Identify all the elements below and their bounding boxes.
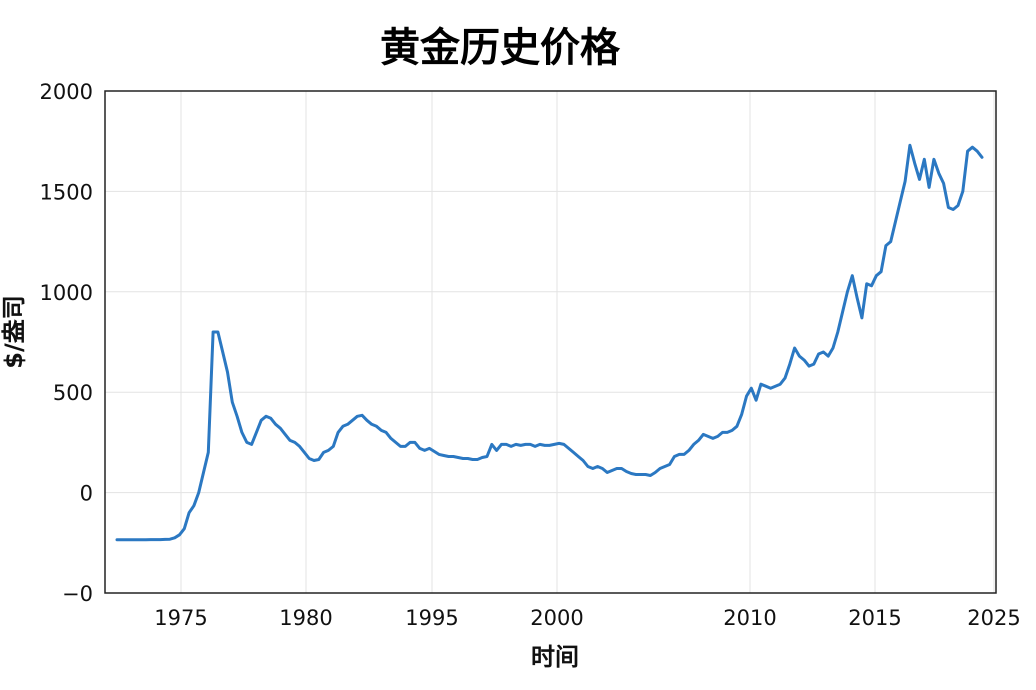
- x-tick-label: 2015: [848, 606, 901, 630]
- x-tick-label: 1995: [405, 606, 458, 630]
- chart-title: 黄金历史价格: [380, 25, 621, 71]
- y-tick-label: 2000: [40, 80, 93, 104]
- x-tick-label: 2025: [967, 606, 1020, 630]
- y-axis-label: $/盎司: [0, 295, 28, 368]
- y-tick-label: 0: [80, 482, 93, 506]
- series-group: [115, 143, 984, 542]
- y-tick-label: −0: [62, 582, 93, 606]
- y-tick-label: 1500: [40, 180, 93, 204]
- y-tick-label: 500: [53, 381, 93, 405]
- series-line: [115, 143, 984, 542]
- y-tick-label: 1000: [40, 281, 93, 305]
- x-axis-label: 时间: [531, 643, 579, 671]
- x-tick-label: 2010: [723, 606, 776, 630]
- x-tick-label: 1975: [154, 606, 207, 630]
- x-tick-label: 1980: [279, 606, 332, 630]
- x-tick-label: 2000: [530, 606, 583, 630]
- x-ticks: 1975 1980 1995 2000 2010 2015 2025: [154, 606, 1020, 630]
- y-ticks: 2000 1500 1000 500 0 −0: [40, 80, 93, 606]
- plot-frame: [104, 90, 997, 594]
